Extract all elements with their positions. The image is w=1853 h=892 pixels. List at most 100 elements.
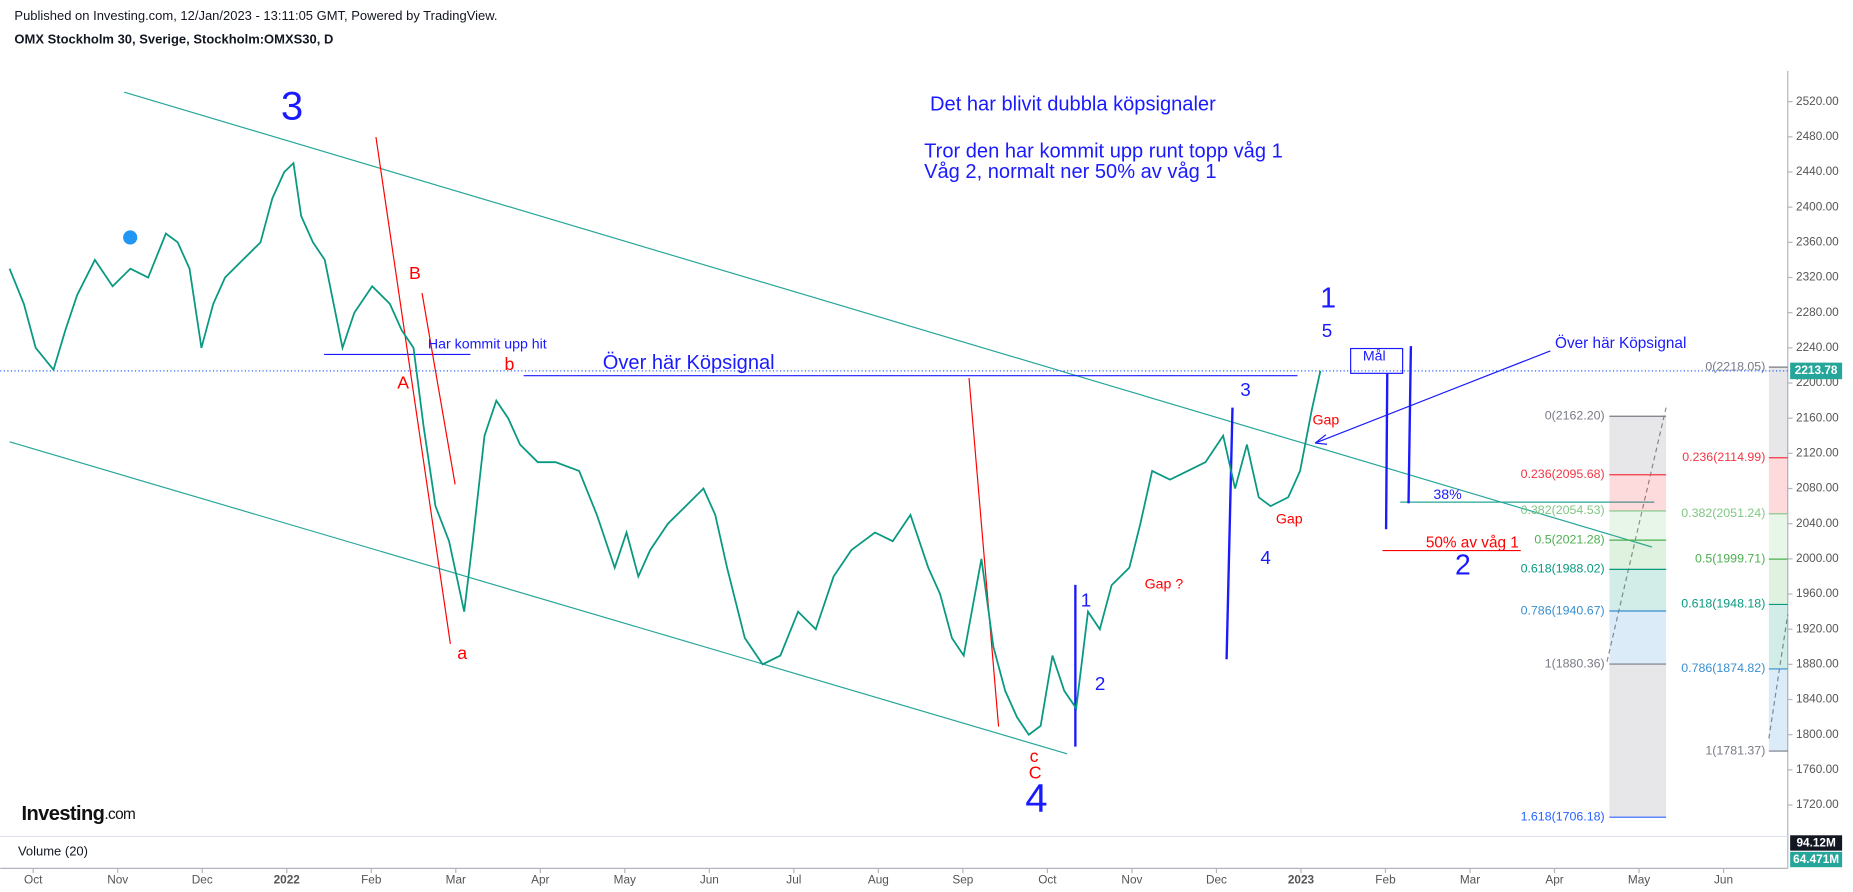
fib-zone [1768, 367, 1788, 458]
x-tick-label: 2022 [274, 872, 301, 886]
arrow-head [1314, 434, 1328, 445]
y-tick-label: 2280.00 [1796, 305, 1839, 319]
x-tick-label: May [614, 872, 636, 886]
annotation: 38% [1433, 487, 1462, 503]
annotation: 2 [1455, 550, 1471, 582]
fib-zone [1768, 457, 1788, 514]
annotation: Det har blivit dubbla köpsignaler [930, 93, 1216, 115]
fib-zone [1768, 604, 1788, 669]
y-tick-label: 2240.00 [1796, 340, 1839, 354]
x-tick-label: Apr [531, 872, 549, 886]
annotation: 1 [1081, 590, 1092, 611]
annotation: 4 [1025, 776, 1047, 821]
y-tick-label: 2520.00 [1796, 94, 1839, 108]
fib-zone [1609, 474, 1667, 511]
price-line [8, 161, 1322, 737]
channel-lower [9, 441, 1068, 755]
y-tick-label: 1840.00 [1796, 692, 1839, 706]
y-tick-label: 2000.00 [1796, 551, 1839, 565]
fib-label: 0(2218.05) [1705, 359, 1765, 373]
fib-zone [1609, 510, 1667, 541]
annotation: A [397, 373, 409, 393]
fib-zone [1609, 416, 1667, 475]
y-tick-label: 2040.00 [1796, 516, 1839, 530]
event-marker [123, 230, 138, 245]
y-tick-label: 2400.00 [1796, 199, 1839, 213]
fib-label: 0.786(1940.67) [1521, 603, 1605, 617]
y-tick-label: 1880.00 [1796, 656, 1839, 670]
wave-line [421, 292, 456, 485]
last-price-box [1790, 362, 1843, 380]
annotation: Över här Köpsignal [1555, 334, 1686, 352]
annotation: Har kommit upp hit [428, 337, 547, 353]
x-tick-label: Nov [107, 872, 128, 886]
annotation: b [505, 354, 515, 374]
logo: Investing.com [22, 804, 136, 826]
x-tick-label: Aug [868, 872, 889, 886]
x-tick-label: Dec [1206, 872, 1227, 886]
annotation: 1 [1320, 283, 1336, 315]
fib-zone [1768, 668, 1788, 752]
annotation: Tror den har kommit upp runt topp våg 1 [924, 141, 1283, 163]
wave-marker [1407, 346, 1413, 504]
x-tick-label: Feb [1375, 872, 1396, 886]
annotation: Mål [1363, 349, 1386, 365]
x-tick-label: Sep [952, 872, 973, 886]
wave-line [375, 136, 451, 644]
y-tick-label: 1760.00 [1796, 762, 1839, 776]
fib-label: 1.618(1706.18) [1521, 809, 1605, 823]
fib-zone [1768, 513, 1788, 560]
annotation: 2 [1095, 674, 1106, 695]
volume-max: 94.12M [1796, 836, 1836, 850]
fib-label: 1(1880.36) [1545, 656, 1605, 670]
annotation: 3 [1240, 380, 1251, 401]
annotation: a [457, 643, 467, 663]
y-tick-label: 2080.00 [1796, 481, 1839, 495]
fib-zone [1768, 559, 1788, 605]
y-tick-label: 1960.00 [1796, 586, 1839, 600]
y-tick-label: 2320.00 [1796, 270, 1839, 284]
annotation: Gap [1276, 512, 1303, 528]
wave-marker [1384, 373, 1389, 530]
x-tick-label: Apr [1545, 872, 1563, 886]
annotation: 4 [1260, 548, 1271, 569]
fib-trend [1768, 614, 1789, 739]
logo-suffix: .com [104, 806, 135, 823]
annotation: Gap [1312, 412, 1339, 428]
annotation: c [1030, 746, 1039, 766]
wave-marker [1225, 407, 1234, 660]
x-tick-label: Oct [1038, 872, 1057, 886]
x-tick-label: Jul [786, 872, 801, 886]
x-tick-label: Mar [1460, 872, 1480, 886]
y-tick-label: 2360.00 [1796, 234, 1839, 248]
fib-label: 0.236(2114.99) [1682, 450, 1765, 464]
last-price: 2213.78 [1795, 363, 1838, 377]
annotation: Gap ? [1145, 577, 1184, 593]
x-tick-label: Jun [700, 872, 719, 886]
annotation: B [409, 263, 421, 283]
x-tick-label: Dec [192, 872, 213, 886]
target-box [1350, 347, 1404, 374]
volume-last: 64.471M [1793, 852, 1839, 866]
x-tick-label: Nov [1121, 872, 1142, 886]
fib-label: 0.382(2051.24) [1681, 506, 1765, 520]
logo-brand: Investing [22, 804, 105, 826]
fib-label: 0(2162.20) [1545, 409, 1605, 423]
fib-zone [1609, 611, 1667, 665]
y-tick-label: 2120.00 [1796, 445, 1839, 459]
fib-zone [1609, 569, 1667, 612]
fib-label: 0.618(1948.18) [1681, 597, 1765, 611]
wave-line [968, 378, 1000, 727]
annotation: C [1029, 763, 1042, 783]
fib-label: 0.5(1999.71) [1695, 551, 1765, 565]
annotation: 5 [1322, 321, 1333, 342]
annotation: Våg 2, normalt ner 50% av våg 1 [924, 161, 1216, 183]
y-tick-label: 2440.00 [1796, 164, 1839, 178]
arrow-line [1314, 350, 1551, 444]
fib-label: 0.618(1988.02) [1521, 562, 1605, 576]
fib-label: 0.236(2095.68) [1521, 467, 1605, 481]
volume-last-box [1790, 851, 1843, 868]
fib-label: 1(1781.37) [1705, 743, 1765, 757]
